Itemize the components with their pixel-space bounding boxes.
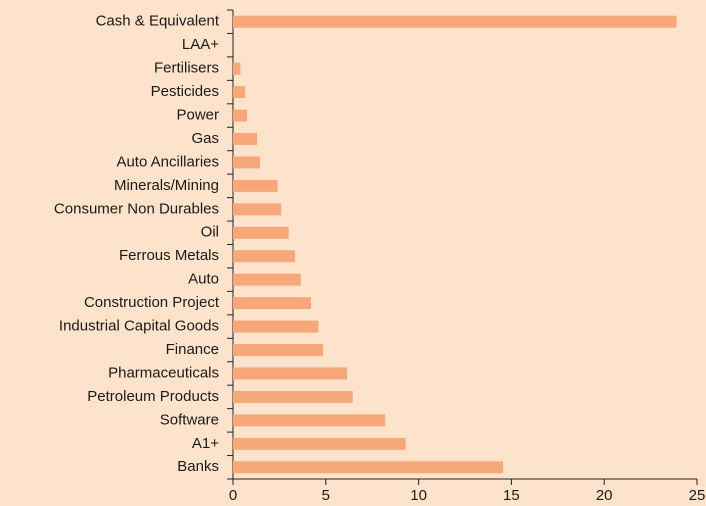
- y-tick-label: Cash & Equivalent: [96, 13, 220, 30]
- bar: [233, 156, 260, 169]
- bar: [233, 320, 319, 333]
- bar: [233, 132, 258, 145]
- bar: [233, 109, 247, 122]
- x-tick-label: 5: [322, 487, 330, 504]
- x-tick-label: 25: [689, 487, 706, 504]
- y-tick-label: Petroleum Products: [87, 388, 219, 405]
- bar: [233, 297, 311, 310]
- bar: [233, 203, 282, 216]
- y-tick-label: Fertilisers: [154, 60, 219, 77]
- bar: [233, 414, 386, 427]
- y-tick-label: Auto Ancillaries: [116, 153, 219, 170]
- y-tick-label: Software: [160, 411, 219, 428]
- bar: [233, 15, 677, 28]
- bar: [233, 344, 324, 357]
- y-tick-label: Finance: [166, 341, 219, 358]
- y-tick-label: A1+: [192, 435, 219, 452]
- bar: [233, 250, 296, 263]
- y-tick-label: Construction Project: [84, 294, 220, 311]
- y-tick-label: Power: [176, 106, 219, 123]
- y-tick-label: Oil: [201, 224, 219, 241]
- x-tick-label: 0: [229, 487, 237, 504]
- bar: [233, 86, 246, 99]
- y-tick-label: Ferrous Metals: [119, 247, 219, 264]
- bar: [233, 390, 353, 403]
- bar: [233, 273, 301, 286]
- y-tick-label: Gas: [191, 130, 219, 147]
- x-tick-label: 15: [503, 487, 520, 504]
- y-tick-label: Pesticides: [151, 83, 219, 100]
- y-tick-label: LAA+: [182, 36, 219, 53]
- bar: [233, 461, 504, 474]
- y-tick-label: Minerals/Mining: [114, 177, 219, 194]
- bar: [233, 437, 406, 450]
- bar: [233, 367, 348, 380]
- bar: [233, 226, 289, 239]
- y-tick-label: Auto: [188, 271, 219, 288]
- x-tick-label: 10: [410, 487, 427, 504]
- y-tick-label: Banks: [177, 458, 219, 475]
- y-tick-label: Industrial Capital Goods: [59, 318, 219, 335]
- bar: [233, 62, 241, 75]
- bar: [233, 179, 278, 192]
- x-tick-label: 20: [596, 487, 613, 504]
- y-tick-label: Pharmaceuticals: [108, 364, 219, 381]
- y-tick-label: Consumer Non Durables: [54, 200, 219, 217]
